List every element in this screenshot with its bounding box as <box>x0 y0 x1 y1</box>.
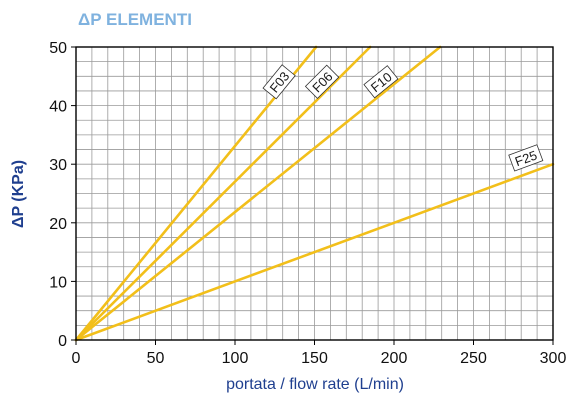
series-lines <box>74 45 555 342</box>
series-line-f10 <box>74 45 442 342</box>
x-tick-label: 200 <box>381 350 408 367</box>
series-label-box <box>363 65 399 99</box>
x-tick-label: 300 <box>540 350 567 367</box>
y-tick-label: 30 <box>49 157 67 174</box>
y-tick-label: 40 <box>49 99 67 116</box>
x-axis-label: portata / flow rate (L/min) <box>226 376 404 393</box>
x-tick-label: 250 <box>460 350 487 367</box>
x-tick-label: 100 <box>222 350 249 367</box>
series-label-f03: F03 <box>262 64 296 100</box>
series-label-box <box>304 64 340 99</box>
series-label-box <box>508 144 544 172</box>
y-axis-ticks: 0 10 20 30 40 50 <box>49 40 76 350</box>
series-label-box <box>262 64 296 100</box>
x-tick-label: 0 <box>72 350 81 367</box>
series-label-f06: F06 <box>304 64 340 99</box>
series-label-f10: F10 <box>363 65 399 99</box>
series-line-f06 <box>74 45 372 342</box>
y-axis-label: ΔP (KPa) <box>10 160 27 228</box>
series-label-text: F25 <box>513 147 539 169</box>
x-tick-label: 150 <box>301 350 328 367</box>
y-tick-label: 10 <box>49 274 67 291</box>
y-tick-label: 20 <box>49 216 67 233</box>
series-label-f25: F25 <box>508 144 544 172</box>
chart-title: ΔP ELEMENTI <box>78 10 192 29</box>
x-tick-label: 50 <box>147 350 165 367</box>
x-axis-ticks: 0 50 100 150 200 250 300 <box>72 340 567 367</box>
series-line-f25 <box>74 162 555 342</box>
y-tick-label: 50 <box>49 40 67 57</box>
y-tick-label: 0 <box>58 333 67 350</box>
